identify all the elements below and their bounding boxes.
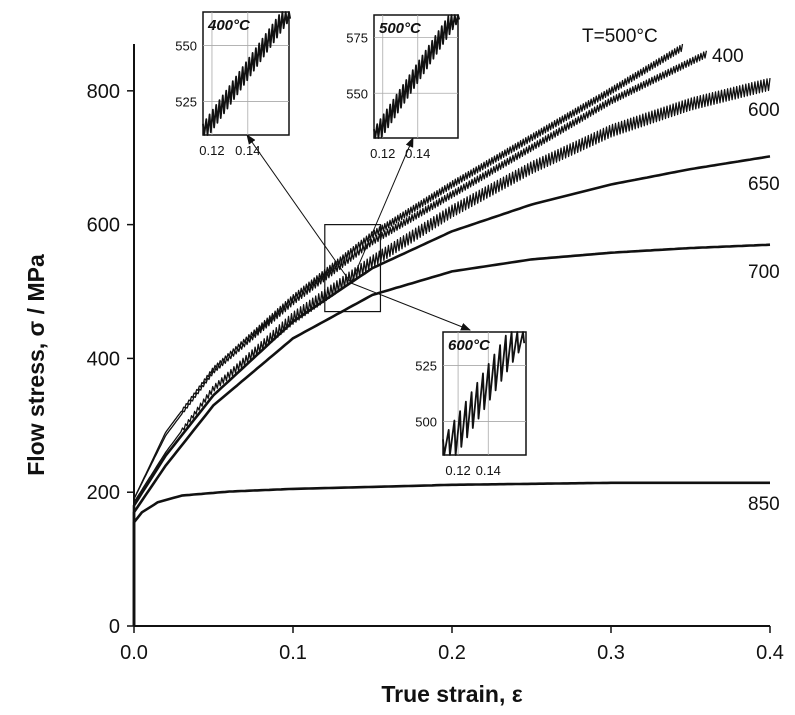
series-label: 600 (748, 100, 780, 121)
series-line (133, 43, 684, 626)
inset-x-tick-label: 0.14 (476, 463, 501, 478)
y-axis-title: Flow stress, σ / MPa (23, 254, 49, 476)
x-tick-label: 0.2 (438, 642, 466, 664)
inset-x-tick-label: 0.12 (370, 146, 395, 161)
inset-y-tick-label: 550 (346, 86, 368, 101)
series-label: 650 (748, 174, 780, 195)
series-label: 400 (712, 46, 744, 67)
inset-x-tick-label: 0.14 (405, 146, 430, 161)
x-tick-label: 0.1 (279, 642, 307, 664)
inset-title: 500°C (379, 20, 422, 37)
inset-x-tick-label: 0.12 (199, 143, 224, 158)
series-labels: T=500°C 400 600 650 700 850 (582, 26, 780, 515)
x-tick-label: 0.0 (120, 642, 148, 664)
y-tick-label: 0 (109, 616, 120, 638)
series-label: 850 (748, 494, 780, 515)
series-line (132, 155, 771, 626)
x-tick-label: 0.3 (597, 642, 625, 664)
inset-y-tick-label: 550 (175, 39, 197, 54)
pointer-arrows (246, 134, 471, 331)
inset-trace (442, 331, 526, 456)
inset-y-tick-label: 525 (415, 359, 437, 374)
series-label: 700 (748, 262, 780, 283)
pointer-arrow (350, 137, 414, 284)
plot-area: 0.0 0.1 0.2 0.3 0.4 0 200 400 600 800 True strai… (23, 26, 784, 707)
inset-y-tick-label: 525 (175, 94, 197, 109)
inset-trace (373, 14, 461, 139)
y-tick-label: 200 (87, 482, 120, 504)
inset-panel: 0.12 0.14 500 525 600°C (415, 331, 527, 478)
inset-y-tick-label: 575 (346, 30, 368, 45)
x-axis-ticks: 0.0 0.1 0.2 0.3 0.4 (120, 626, 784, 664)
series-label: T=500°C (582, 26, 658, 47)
inset-y-tick-label: 500 (415, 414, 437, 429)
inset-panel: 0.12 0.14 550 575 500°C (346, 14, 461, 161)
x-tick-label: 0.4 (756, 642, 784, 664)
series-line (132, 243, 771, 626)
y-tick-label: 800 (87, 81, 120, 103)
series-lines (132, 43, 771, 626)
x-axis-title: True strain, ε (381, 681, 522, 707)
pointer-arrow (246, 134, 352, 284)
inset-x-tick-label: 0.14 (235, 143, 260, 158)
y-axis-ticks: 0 200 400 600 800 (87, 81, 134, 638)
inset-title: 600°C (448, 337, 491, 354)
series-line (133, 78, 771, 626)
zoom-box (324, 224, 382, 313)
inset-x-tick-label: 0.12 (445, 463, 470, 478)
y-tick-label: 600 (87, 215, 120, 237)
inset-panel: 0.12 0.14 525 550 400°C (175, 11, 292, 158)
y-tick-label: 400 (87, 348, 120, 370)
series-line (133, 50, 708, 626)
inset-trace (202, 11, 292, 136)
series-line (132, 481, 770, 626)
inset-title: 400°C (207, 17, 251, 34)
pointer-arrow (350, 282, 471, 331)
